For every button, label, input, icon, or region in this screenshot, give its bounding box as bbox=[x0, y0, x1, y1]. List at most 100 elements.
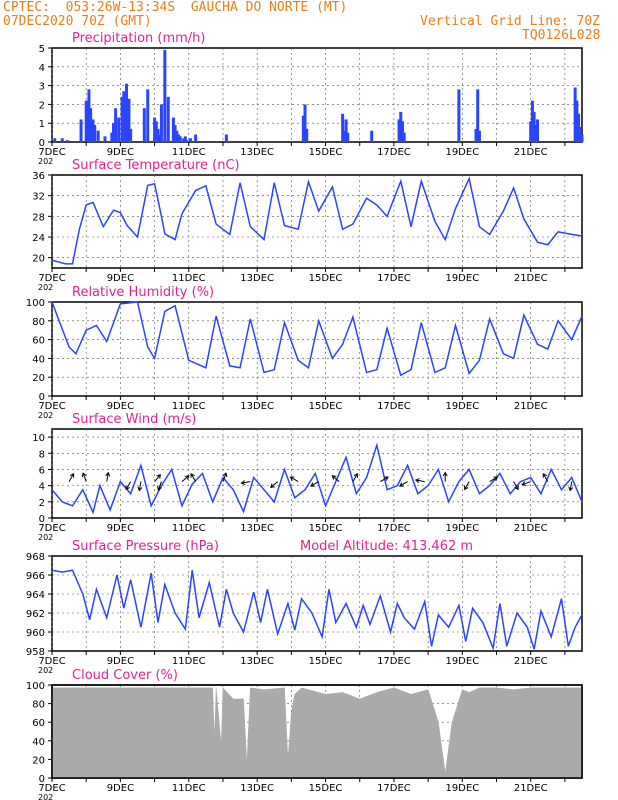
panel-frame bbox=[51, 301, 583, 397]
y-tick-label: 60 bbox=[32, 336, 45, 347]
x-tick-label: 7DEC bbox=[38, 401, 65, 412]
y-tick-label: 960 bbox=[26, 628, 45, 639]
x-tick-label: 11DEC bbox=[172, 401, 206, 412]
x-year-label: 202 bbox=[38, 283, 53, 292]
wind-arrow bbox=[125, 481, 132, 490]
x-tick-label: 11DEC bbox=[172, 656, 206, 667]
precip-bar bbox=[534, 125, 538, 142]
precip-bar bbox=[166, 96, 170, 142]
x-tick-label: 17DEC bbox=[377, 656, 411, 667]
y-tick-label: 40 bbox=[32, 354, 45, 365]
panel-frame bbox=[51, 555, 583, 652]
precip-bar bbox=[117, 117, 121, 142]
y-tick-label: 28 bbox=[32, 212, 45, 223]
y-tick-label: 4 bbox=[39, 63, 45, 74]
precip-bar bbox=[224, 134, 228, 142]
y-tick-label: 20 bbox=[32, 755, 45, 766]
wind-arrow bbox=[352, 473, 358, 482]
precip-bar bbox=[476, 89, 480, 142]
x-tick-label: 17DEC bbox=[377, 783, 411, 794]
wind-arrow-head bbox=[156, 473, 161, 479]
wind-arrow bbox=[332, 475, 340, 482]
x-year-label: 202 bbox=[38, 666, 53, 675]
wind-arrow-head bbox=[514, 485, 519, 491]
precip-bar bbox=[305, 128, 309, 142]
precip-bar bbox=[477, 130, 481, 142]
panel-frame bbox=[51, 47, 583, 143]
precip-bar bbox=[122, 91, 126, 142]
x-tick-label: 19DEC bbox=[445, 656, 479, 667]
precip-bar bbox=[110, 132, 114, 142]
y-tick-label: 3 bbox=[39, 82, 45, 93]
y-tick-label: 100 bbox=[26, 298, 45, 309]
x-tick-label: 19DEC bbox=[445, 401, 479, 412]
y-tick-label: 5 bbox=[39, 44, 45, 55]
wind-arrow-head bbox=[137, 486, 143, 492]
y-tick-label: 958 bbox=[26, 647, 45, 658]
wind-arrow bbox=[106, 472, 109, 482]
precip-bar bbox=[178, 136, 182, 142]
precip-bar bbox=[127, 98, 131, 142]
panel-frame-overlay bbox=[51, 684, 583, 779]
wind-arrow bbox=[290, 476, 299, 483]
precip-bar bbox=[577, 113, 581, 142]
y-tick-label: 0 bbox=[39, 138, 45, 149]
y-tick-label: 24 bbox=[32, 233, 45, 244]
header-grid-line: Vertical Grid Line: 70Z bbox=[420, 14, 601, 29]
precip-bar bbox=[96, 130, 100, 142]
y-tick-label: 2 bbox=[39, 100, 45, 111]
y-tick-label: 60 bbox=[32, 718, 45, 729]
wind-arrow-head bbox=[105, 471, 111, 477]
y-tick-label: 20 bbox=[32, 373, 45, 384]
wind-arrow-head bbox=[69, 472, 75, 478]
precip-bar bbox=[529, 121, 533, 142]
header-model-id: TQ0126L028 bbox=[522, 28, 601, 43]
precip-bar bbox=[171, 117, 175, 142]
wind-arrow-head bbox=[240, 480, 246, 486]
panel-title: Precipitation (mm/h) bbox=[72, 31, 205, 46]
x-tick-label: 15DEC bbox=[309, 147, 343, 158]
x-tick-label: 9DEC bbox=[107, 783, 134, 794]
wind-arrow-head bbox=[190, 472, 195, 478]
x-tick-label: 19DEC bbox=[445, 147, 479, 158]
precip-bar bbox=[575, 100, 579, 142]
precip-bar bbox=[60, 138, 64, 142]
precip-bar bbox=[53, 138, 57, 142]
series-line bbox=[51, 442, 583, 515]
x-tick-label: 9DEC bbox=[107, 401, 134, 412]
precip-bar bbox=[474, 128, 478, 142]
precip-bar bbox=[156, 128, 160, 142]
x-tick-label: 15DEC bbox=[309, 523, 343, 534]
wind-arrow bbox=[138, 481, 142, 491]
wind-arrow bbox=[241, 481, 251, 484]
y-tick-label: 962 bbox=[26, 609, 45, 620]
wind-arrow bbox=[513, 481, 519, 490]
x-tick-label: 19DEC bbox=[445, 783, 479, 794]
precip-bar bbox=[177, 134, 181, 142]
x-tick-label: 21DEC bbox=[514, 783, 548, 794]
x-year-label: 202 bbox=[38, 793, 53, 800]
x-tick-label: 15DEC bbox=[309, 656, 343, 667]
wind-arrow bbox=[190, 473, 197, 482]
header-location: CPTEC: 053:26W-13:34S GAUCHA DO NORTE (M… bbox=[3, 0, 348, 15]
precip-bar bbox=[142, 108, 146, 142]
y-tick-label: 10 bbox=[32, 433, 45, 444]
wind-arrow-head bbox=[384, 476, 389, 481]
x-tick-label: 15DEC bbox=[309, 783, 343, 794]
x-tick-label: 9DEC bbox=[107, 523, 134, 534]
precip-bar bbox=[188, 138, 192, 142]
x-year-label: 202 bbox=[38, 411, 53, 420]
wind-arrow-head bbox=[270, 483, 275, 488]
wind-arrow-head bbox=[81, 472, 87, 478]
wind-arrow-head bbox=[353, 472, 358, 478]
x-tick-label: 21DEC bbox=[514, 273, 548, 284]
wind-arrow bbox=[82, 472, 87, 482]
x-tick-label: 13DEC bbox=[240, 273, 274, 284]
x-tick-label: 9DEC bbox=[107, 656, 134, 667]
precip-bar bbox=[129, 128, 133, 142]
y-tick-label: 8 bbox=[39, 449, 45, 460]
y-tick-label: 32 bbox=[32, 192, 45, 203]
wind-arrow bbox=[68, 473, 75, 482]
wind-arrow bbox=[181, 475, 190, 482]
